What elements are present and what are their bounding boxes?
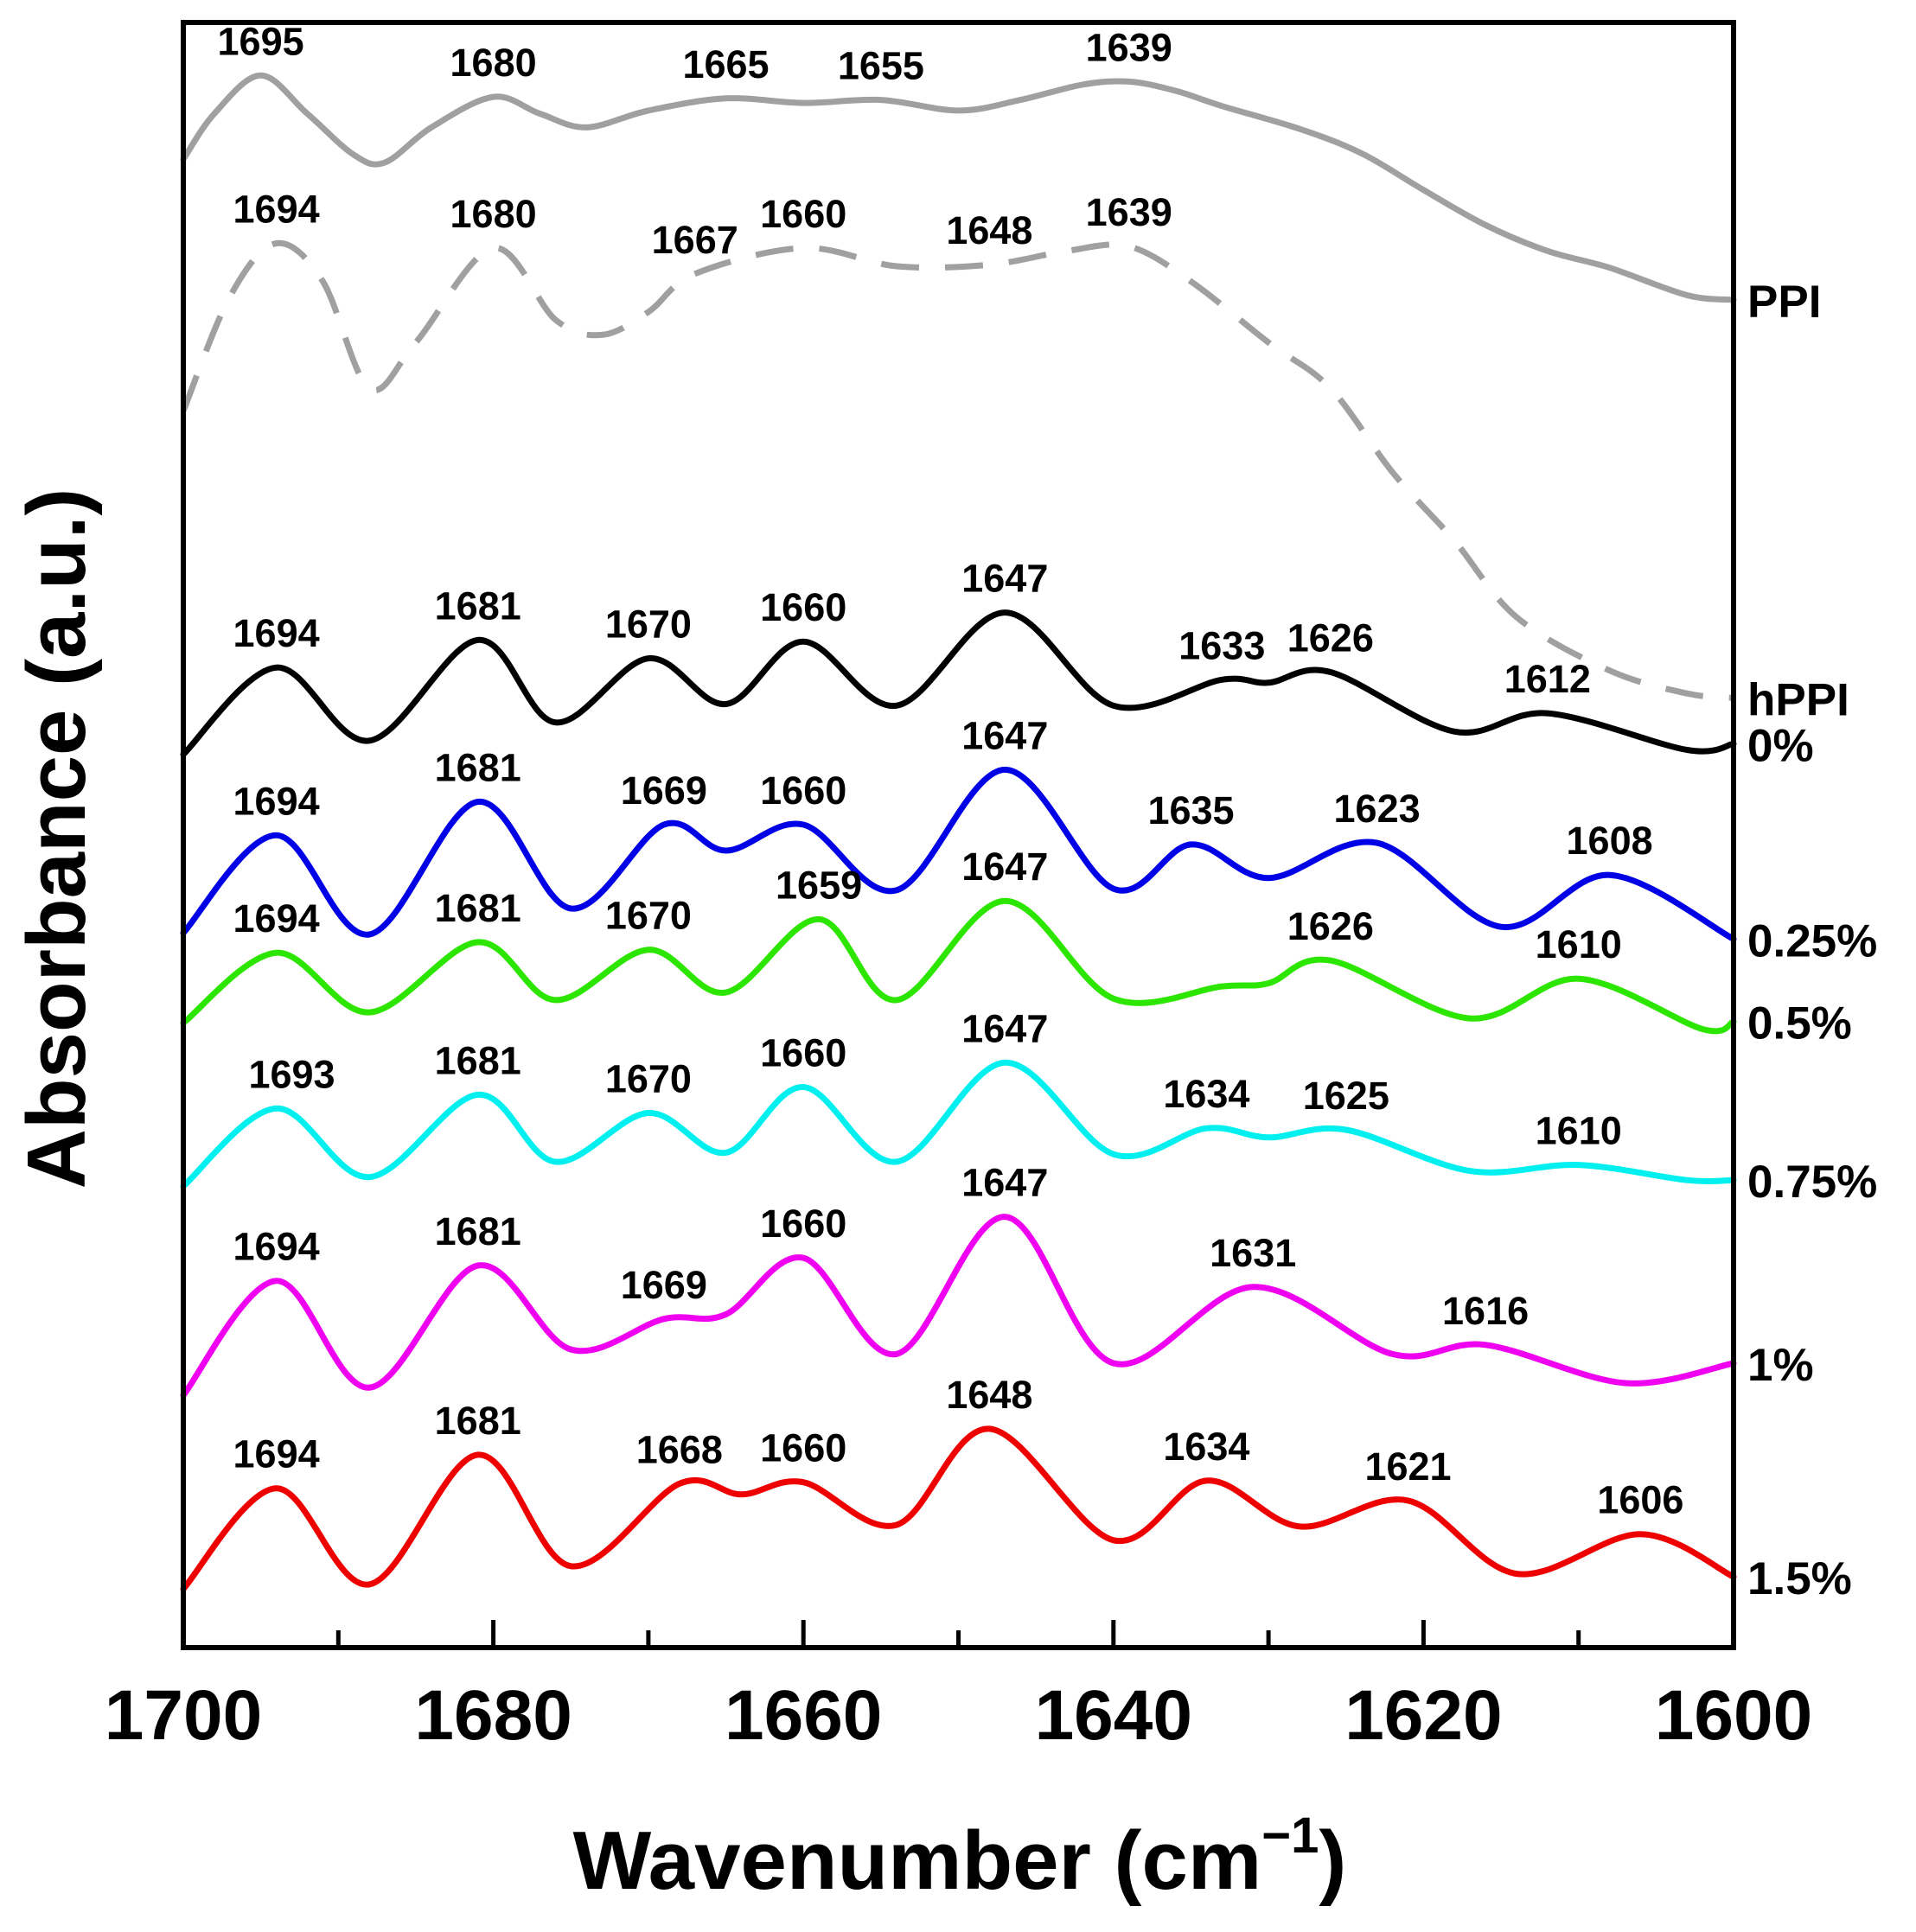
peak-label: 1634: [1163, 1425, 1249, 1469]
x-axis-ticks: [181, 1620, 1736, 1648]
peak-label: 1660: [760, 1031, 846, 1075]
peak-label: 1612: [1504, 657, 1591, 701]
peak-label: 1621: [1364, 1444, 1451, 1489]
y-axis-title: Absorbance (a.u.): [10, 488, 103, 1189]
series-line-0-5pct: [180, 897, 1737, 1035]
peak-label: 1647: [961, 713, 1048, 757]
series-label: 0%: [1747, 720, 1814, 771]
peak-label: 1616: [1442, 1289, 1529, 1333]
peak-label: 1626: [1287, 904, 1374, 948]
peak-label: 1681: [435, 1399, 521, 1443]
series-label: 1%: [1747, 1340, 1814, 1391]
peak-label: 1670: [605, 1057, 692, 1101]
series-line-1pct: [180, 1214, 1737, 1399]
series-label: 0.5%: [1747, 998, 1852, 1049]
peak-label: 1660: [760, 192, 846, 236]
peak-label: 1606: [1597, 1478, 1683, 1522]
series-label: 0.75%: [1747, 1157, 1877, 1208]
x-tick-label: 1640: [1035, 1676, 1192, 1755]
peak-label: 1610: [1536, 1109, 1622, 1153]
peak-label: 1660: [760, 1426, 846, 1470]
series-line-0-75pct: [180, 1059, 1737, 1189]
series-label: PPI: [1747, 277, 1821, 328]
peak-label: 1669: [621, 1263, 707, 1307]
peak-label: 1660: [760, 1202, 846, 1246]
peak-label: 1648: [946, 208, 1032, 252]
peak-label: 1655: [838, 44, 924, 88]
peak-label: 1681: [435, 1209, 521, 1253]
peak-label: 1610: [1536, 922, 1622, 966]
peak-annotations: 1695 1680 1665 1655 1639 1694 1680 1667 1660 1648…: [218, 19, 1684, 1521]
x-axis-title: Wavenumber (cm−1): [573, 1808, 1347, 1907]
peak-label: 1681: [435, 746, 521, 790]
series-line-0pct: [180, 609, 1737, 758]
x-tick-label: 1660: [725, 1676, 882, 1755]
x-tick-label: 1680: [414, 1676, 572, 1755]
x-tick-label: 1600: [1655, 1676, 1812, 1755]
series-line-hPPI: [180, 239, 1734, 701]
series-traces: [180, 72, 1737, 1592]
peak-label: 1669: [621, 768, 707, 813]
peak-label: 1694: [233, 779, 320, 823]
series-label: 1.5%: [1747, 1553, 1852, 1604]
series-label: hPPI: [1747, 674, 1849, 725]
peak-label: 1680: [450, 41, 537, 85]
peak-label: 1670: [605, 603, 692, 647]
peak-label: 1635: [1147, 788, 1234, 832]
peak-label: 1623: [1334, 787, 1421, 831]
peak-label: 1608: [1567, 819, 1653, 863]
x-tick-label: 1620: [1344, 1676, 1502, 1755]
peak-label: 1681: [435, 886, 521, 930]
peak-label: 1695: [218, 19, 304, 63]
peak-label: 1694: [233, 896, 320, 940]
series-label: 0.25%: [1747, 915, 1877, 966]
peak-label: 1694: [233, 1432, 320, 1476]
peak-label: 1639: [1086, 190, 1172, 234]
peak-label: 1681: [435, 1038, 521, 1082]
peak-label: 1625: [1303, 1074, 1389, 1118]
peak-label: 1659: [776, 863, 862, 907]
peak-label: 1670: [605, 894, 692, 938]
peak-label: 1680: [450, 192, 537, 236]
peak-label: 1694: [233, 1225, 320, 1269]
peak-label: 1694: [233, 188, 320, 232]
peak-label: 1647: [961, 1006, 1048, 1050]
peak-label: 1667: [652, 218, 738, 262]
x-tick-label: 1700: [105, 1676, 262, 1755]
peak-label: 1694: [233, 611, 320, 655]
peak-label: 1660: [760, 768, 846, 813]
peak-label: 1660: [760, 585, 846, 629]
peak-label: 1631: [1210, 1231, 1296, 1275]
peak-label: 1665: [682, 42, 769, 86]
peak-label: 1647: [961, 1161, 1048, 1205]
peak-label: 1647: [961, 557, 1048, 601]
peak-label: 1647: [961, 845, 1048, 889]
peak-label: 1639: [1086, 25, 1172, 69]
peak-label: 1648: [946, 1373, 1032, 1417]
series-line-PPI: [180, 72, 1737, 303]
series-line-1-5pct: [180, 1425, 1737, 1592]
peak-label: 1668: [636, 1427, 723, 1471]
peak-label: 1681: [435, 583, 521, 628]
peak-label: 1626: [1287, 616, 1374, 660]
peak-label: 1693: [248, 1052, 335, 1096]
peak-label: 1634: [1163, 1072, 1249, 1116]
peak-label: 1633: [1178, 623, 1265, 667]
series-line-0-25pct: [180, 766, 1737, 942]
x-axis-tick-labels: 1700 1680 1660 1640 1620 1600: [105, 1676, 1812, 1755]
